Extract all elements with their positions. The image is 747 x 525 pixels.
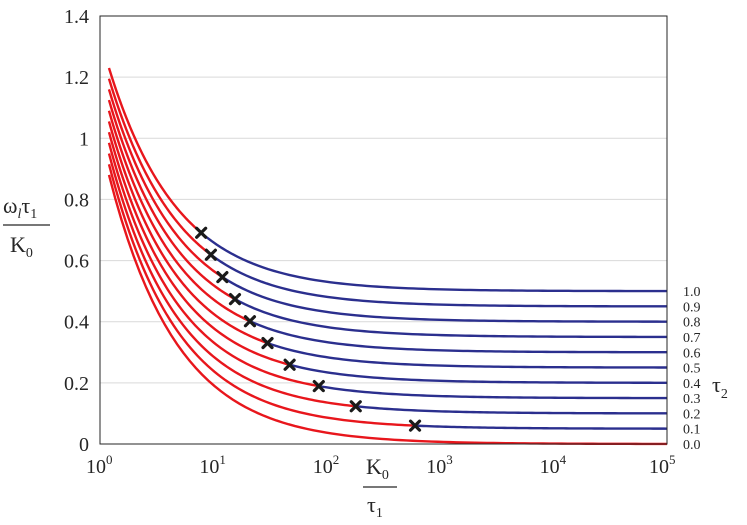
series-0.3-steady	[318, 384, 668, 400]
legend-title-main: τ	[712, 372, 721, 397]
series-0.2-transient	[107, 153, 356, 408]
legend-title-sub: 2	[721, 387, 728, 402]
x-tick-label-3: 103	[426, 452, 453, 478]
series-0.4-steady	[289, 363, 667, 384]
series-0.3-transient	[107, 142, 320, 388]
series-label-0.3: 0.3	[683, 392, 701, 407]
y-axis-label: ωlτ1 K0	[3, 193, 50, 261]
ylabel-num-mid: τ	[21, 193, 30, 218]
series-label-0.6: 0.6	[683, 346, 701, 361]
series-label-1.0: 1.0	[683, 285, 701, 300]
y-tick-label-4: 0.8	[64, 189, 89, 211]
series-0.5-steady	[267, 341, 668, 369]
series-markers	[195, 226, 422, 432]
series-0.2-steady	[355, 405, 667, 415]
series-0.6-transient	[107, 110, 251, 323]
y-tick-label-0: 0	[79, 434, 89, 456]
series-label-0.4: 0.4	[683, 377, 701, 392]
ylabel-num-main: ω	[3, 193, 17, 218]
xlabel-num-main: K	[366, 454, 382, 479]
svg-text:τ1: τ1	[367, 492, 383, 521]
series-label-0.8: 0.8	[683, 316, 701, 331]
ylabel-num-sub1: l	[17, 207, 21, 222]
series-0.4-transient	[107, 131, 290, 366]
x-tick-label-5: 105	[649, 452, 676, 478]
marker-0.9	[204, 248, 217, 261]
series-0.7-steady	[234, 298, 668, 339]
plot-frame	[99, 15, 668, 445]
svg-text:K0: K0	[366, 454, 389, 483]
x-tick-label-4: 104	[540, 452, 567, 478]
marker-0.3	[312, 379, 325, 393]
x-tick-label-2: 102	[313, 452, 340, 478]
series-0.9-steady	[210, 253, 667, 308]
y-tick-label-3: 0.6	[64, 251, 89, 273]
series-labels: 0.00.10.20.30.40.50.60.70.80.91.0	[683, 285, 701, 453]
legend-title: τ2	[712, 372, 728, 402]
xlabel-den-sub: 1	[376, 506, 383, 521]
series-1.0-steady	[200, 231, 668, 293]
series-1.0-transient	[107, 67, 202, 234]
series-label-0.7: 0.7	[683, 331, 701, 346]
series-0.6-steady	[249, 320, 667, 354]
marker-0.6	[243, 315, 257, 328]
marker-1.0	[195, 226, 208, 239]
series-0.1-transient	[107, 163, 416, 427]
x-tick-label-0: 100	[86, 452, 113, 478]
ylabel-den-main: K	[10, 232, 26, 257]
series-label-0.0: 0.0	[683, 438, 701, 453]
y-tick-labels: 0 0.2 0.4 0.6 0.8 1 1.2 1.4	[64, 6, 89, 456]
x-axis-label: K0 τ1	[363, 454, 397, 521]
series-0.5-transient	[107, 121, 268, 345]
series-curves	[107, 67, 668, 446]
series-label-0.1: 0.1	[683, 423, 701, 438]
y-tick-label-1: 0.2	[64, 373, 89, 395]
svg-text:K0: K0	[10, 232, 33, 261]
series-label-0.9: 0.9	[683, 300, 701, 315]
y-tick-label-5: 1	[79, 128, 89, 150]
ylabel-num-sub2: 1	[30, 207, 37, 222]
ylabel-den-sub: 0	[26, 246, 33, 261]
marker-0.7	[228, 293, 242, 306]
series-0.8-steady	[221, 276, 668, 323]
xlabel-den-main: τ	[367, 492, 376, 517]
series-0.8-transient	[107, 89, 224, 279]
marker-0.4	[283, 358, 296, 371]
x-tick-label-1: 101	[199, 452, 226, 478]
series-0.9-transient	[107, 78, 212, 256]
y-tick-label-6: 1.2	[64, 67, 89, 89]
marker-0.1	[408, 419, 422, 432]
series-0.7-transient	[107, 99, 236, 301]
series-label-0.2: 0.2	[683, 407, 701, 422]
marker-0.8	[216, 270, 229, 284]
svg-text:ωlτ1: ωlτ1	[3, 193, 37, 222]
xlabel-num-sub: 0	[382, 468, 389, 483]
x-tick-labels: 100 101 102 103 104 105	[86, 452, 676, 478]
series-0.1-steady	[414, 424, 668, 430]
series-label-0.5: 0.5	[683, 362, 701, 377]
marker-0.5	[261, 336, 274, 350]
y-tick-label-2: 0.4	[64, 312, 89, 334]
marker-0.2	[349, 400, 362, 413]
y-tick-label-7: 1.4	[64, 6, 89, 28]
